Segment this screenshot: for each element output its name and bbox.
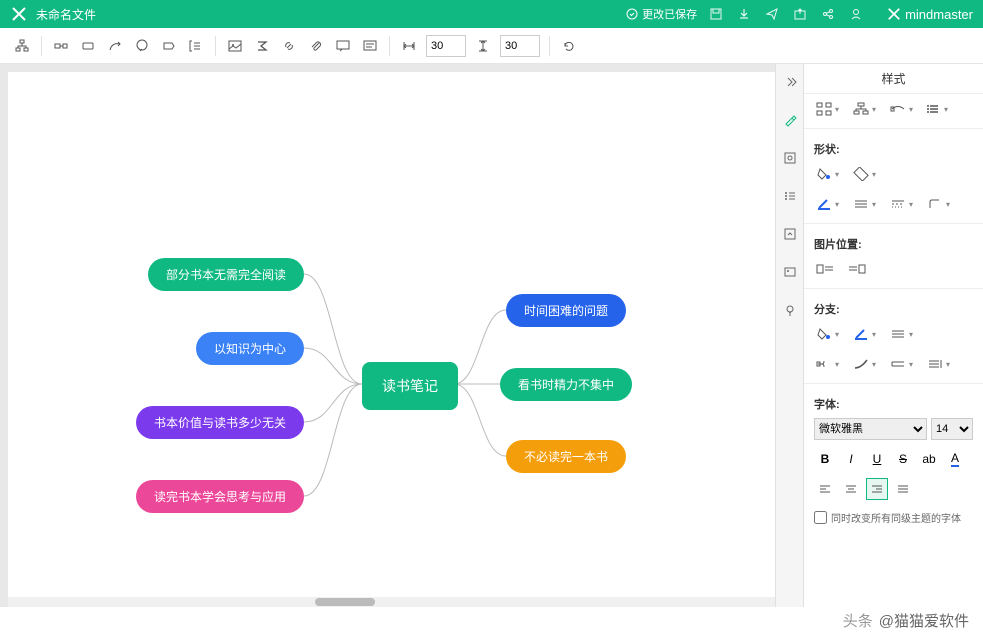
layout-options-row: ▾ ▾ ▾ ▾ — [804, 94, 983, 124]
align-center-btn[interactable] — [840, 478, 862, 500]
layout-style-1[interactable]: ▾ — [814, 100, 841, 118]
brand-label: mindmaster — [887, 7, 973, 22]
attach-icon[interactable] — [304, 34, 328, 58]
save-icon[interactable] — [707, 5, 725, 23]
corner-btn[interactable]: ▾ — [925, 195, 952, 213]
italic-btn[interactable]: I — [840, 448, 862, 470]
topic-node[interactable]: 书本价值与读书多少无关 — [136, 406, 304, 439]
branch-section-label: 分支: — [804, 293, 983, 319]
topic-node[interactable]: 部分书本无需完全阅读 — [148, 258, 304, 291]
height-input[interactable] — [500, 35, 540, 57]
align-right-btn[interactable] — [866, 478, 888, 500]
apply-all-label: 同时改变所有同级主题的字体 — [831, 510, 961, 525]
topic-node[interactable]: 不必读完一本书 — [506, 440, 626, 473]
panel-title: 样式 — [804, 64, 983, 94]
image-icon[interactable] — [223, 34, 247, 58]
border-width-btn[interactable]: ▾ — [851, 195, 878, 213]
share-icon[interactable] — [819, 5, 837, 23]
toolbar — [0, 28, 983, 64]
image-pos-left[interactable] — [814, 260, 836, 278]
mindmap-canvas[interactable]: 读书笔记 部分书本无需完全阅读以知识为中心书本价值与读书多少无关读完书本学会思考与… — [8, 72, 775, 599]
subtopic-icon[interactable] — [49, 34, 73, 58]
send-icon[interactable] — [763, 5, 781, 23]
topic-node[interactable]: 读完书本学会思考与应用 — [136, 480, 304, 513]
canvas-area[interactable]: 读书笔记 部分书本无需完全阅读以知识为中心书本价值与读书多少无关读完书本学会思考与… — [0, 64, 775, 607]
outline-tab-icon[interactable] — [780, 186, 800, 206]
horizontal-scrollbar[interactable] — [8, 597, 775, 607]
theme-tab-icon[interactable] — [780, 148, 800, 168]
branch-end-btn[interactable]: ▾ — [925, 355, 952, 373]
border-color-btn[interactable]: ▾ — [814, 195, 841, 213]
font-color-btn[interactable]: A — [944, 448, 966, 470]
watermark: 头条 @猫猫爱软件 — [843, 610, 969, 631]
align-justify-btn[interactable] — [892, 478, 914, 500]
app-logo-icon — [10, 5, 28, 23]
topic-node[interactable]: 以知识为中心 — [196, 332, 304, 365]
font-family-select[interactable]: 微软雅黑 — [814, 418, 927, 440]
note-icon[interactable] — [331, 34, 355, 58]
apply-all-checkbox[interactable] — [814, 511, 827, 524]
save-status: 更改已保存 — [626, 6, 697, 22]
center-node[interactable]: 读书笔记 — [362, 362, 458, 410]
branch-conn-2[interactable]: ▾ — [851, 355, 878, 373]
relation-icon[interactable] — [103, 34, 127, 58]
highlight-btn[interactable]: ab — [918, 448, 940, 470]
image-pos-right[interactable] — [846, 260, 868, 278]
summary-icon[interactable] — [184, 34, 208, 58]
strike-btn[interactable]: S — [892, 448, 914, 470]
branch-taper-btn[interactable]: ▾ — [888, 355, 915, 373]
title-bar: 未命名文件 更改已保存 mindmaster — [0, 0, 983, 28]
export-icon[interactable] — [791, 5, 809, 23]
layout-style-2[interactable]: ▾ — [851, 100, 878, 118]
align-left-btn[interactable] — [814, 478, 836, 500]
topic-node[interactable]: 时间困难的问题 — [506, 294, 626, 327]
side-tool-strip — [775, 64, 803, 607]
number-style[interactable]: ▾ — [925, 100, 950, 118]
connector-lines — [8, 72, 768, 599]
comment-icon[interactable] — [358, 34, 382, 58]
link-icon[interactable] — [277, 34, 301, 58]
user-icon[interactable] — [847, 5, 865, 23]
document-title: 未命名文件 — [36, 6, 626, 23]
layout-org-icon[interactable] — [10, 34, 34, 58]
height-icon — [471, 34, 495, 58]
refresh-icon[interactable] — [557, 34, 581, 58]
style-panel: 样式 ▾ ▾ ▾ ▾ 形状: ▾ ▾ ▾ ▾ ▾ ▾ 图片位置: 分支: ▾ — [803, 64, 983, 607]
topic-node[interactable]: 看书时精力不集中 — [500, 368, 632, 401]
collapse-icon[interactable] — [780, 72, 800, 92]
connector-style[interactable]: ▾ — [888, 100, 915, 118]
branch-line-btn[interactable]: ▾ — [851, 325, 878, 343]
branch-color-btn[interactable]: ▾ — [814, 325, 841, 343]
style-tab-icon[interactable] — [780, 110, 800, 130]
idea-tab-icon[interactable] — [780, 300, 800, 320]
font-size-select[interactable]: 14 — [931, 418, 973, 440]
width-input[interactable] — [426, 35, 466, 57]
boundary-icon[interactable] — [157, 34, 181, 58]
width-icon — [397, 34, 421, 58]
image-pos-label: 图片位置: — [804, 228, 983, 254]
branch-conn-1[interactable]: ▾ — [814, 355, 841, 373]
border-dash-btn[interactable]: ▾ — [888, 195, 915, 213]
font-section-label: 字体: — [804, 388, 983, 414]
fill-color-btn[interactable]: ▾ — [814, 165, 841, 183]
download-icon[interactable] — [735, 5, 753, 23]
shape-section-label: 形状: — [804, 133, 983, 159]
icon-tab-icon[interactable] — [780, 224, 800, 244]
formula-icon[interactable] — [250, 34, 274, 58]
topic-icon[interactable] — [76, 34, 100, 58]
underline-btn[interactable]: U — [866, 448, 888, 470]
branch-width-btn[interactable]: ▾ — [888, 325, 915, 343]
callout-icon[interactable] — [130, 34, 154, 58]
clipart-tab-icon[interactable] — [780, 262, 800, 282]
bold-btn[interactable]: B — [814, 448, 836, 470]
shape-type-btn[interactable]: ▾ — [851, 165, 878, 183]
